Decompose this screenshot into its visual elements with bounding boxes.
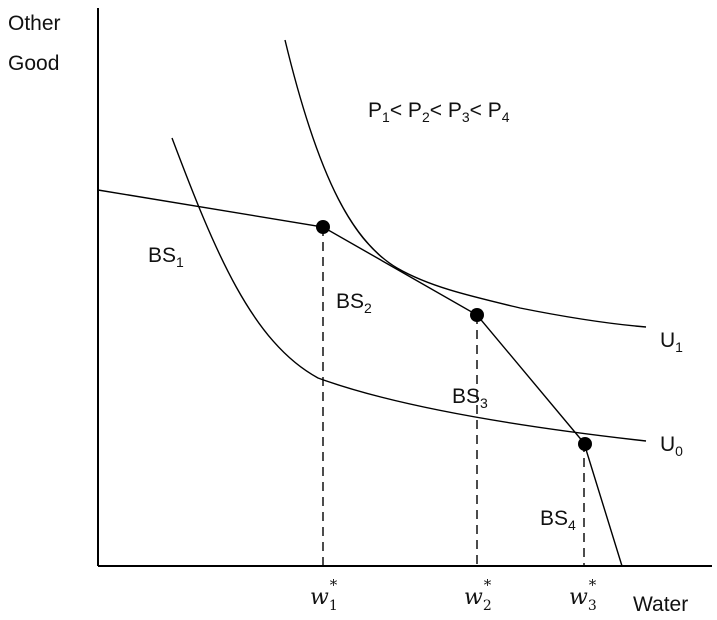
quantity-label-w3: w3* [569,576,597,614]
x-axis-label: Water [633,593,688,616]
budget-segment-label-1: BS1 [148,244,184,270]
indifference-curve-u0 [172,138,646,441]
kink-point-1 [316,220,330,234]
kink-point-2 [470,308,484,322]
budget-segment-label-2: BS2 [336,290,372,316]
budget-segment-label-3: BS3 [452,385,488,411]
utility-label-u0: U0 [660,433,683,459]
y-axis-label-line1: Other [8,12,61,35]
budget-segment-label-4: BS4 [540,507,576,533]
kink-point-3 [578,437,592,451]
quantity-label-w1: w1* [310,576,338,614]
indifference-curve-u1 [285,40,646,327]
y-axis-label-line2: Good [8,52,59,75]
utility-label-u1: U1 [660,329,683,355]
price-relation: P1< P2< P3< P4 [368,99,510,125]
quantity-label-w2: w2* [464,576,492,614]
